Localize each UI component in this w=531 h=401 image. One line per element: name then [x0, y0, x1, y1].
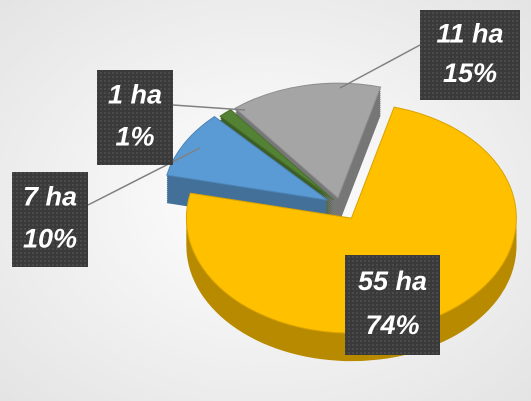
slice [234, 82, 382, 199]
slice [166, 115, 329, 201]
leader-line [172, 104, 246, 111]
label-box [345, 255, 440, 355]
leader-line [339, 44, 421, 89]
leader-line [87, 147, 201, 206]
percent-label: 15% [443, 58, 497, 88]
label-box [420, 10, 520, 100]
percent-label: 10% [23, 224, 77, 254]
percent-label: 1% [115, 122, 154, 152]
value-label: 55 ha [358, 266, 427, 296]
value-label: 11 ha [436, 18, 503, 48]
value-label: 1 ha [108, 80, 162, 110]
percent-label: 74% [365, 310, 419, 340]
label-box [97, 70, 173, 165]
value-label: 7 ha [23, 182, 77, 212]
label-box [12, 172, 88, 267]
